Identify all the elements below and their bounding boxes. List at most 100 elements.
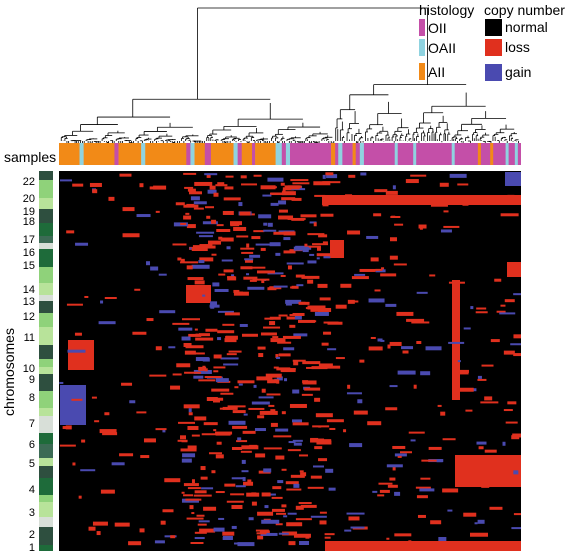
heatmap-cell bbox=[240, 450, 252, 453]
sample-cell bbox=[59, 143, 80, 165]
heatmap-cell bbox=[204, 368, 208, 372]
chromosome-label: 13 bbox=[23, 296, 35, 308]
heatmap-cell bbox=[360, 172, 367, 176]
legend-label-loss: loss bbox=[505, 39, 530, 55]
heatmap-cell bbox=[213, 192, 219, 197]
heatmap-cell bbox=[411, 321, 430, 324]
heatmap-cell bbox=[402, 350, 409, 354]
heatmap-cell bbox=[387, 344, 391, 349]
chromosome-band bbox=[39, 345, 53, 359]
heatmap-cell bbox=[374, 189, 388, 193]
heatmap-cell bbox=[243, 276, 258, 280]
heatmap-cell bbox=[311, 366, 328, 370]
heatmap-cell bbox=[178, 327, 193, 331]
heatmap-cell bbox=[513, 353, 521, 357]
heatmap-cell bbox=[416, 495, 428, 499]
heatmap-cell bbox=[238, 202, 243, 207]
heatmap-cell bbox=[260, 332, 277, 336]
heatmap-cell bbox=[191, 479, 195, 484]
heatmap-cell bbox=[292, 422, 309, 426]
heatmap-cell bbox=[351, 276, 369, 280]
heatmap-cell bbox=[282, 335, 301, 339]
heatmap-cell bbox=[237, 542, 255, 547]
heatmap-cell bbox=[253, 174, 262, 177]
heatmap-cell bbox=[313, 222, 317, 227]
heatmap-cell bbox=[401, 346, 414, 350]
heatmap-cell bbox=[326, 419, 344, 423]
heatmap-cell bbox=[185, 345, 204, 349]
heatmap-cell bbox=[415, 486, 431, 489]
heatmap-cell bbox=[214, 288, 229, 292]
heatmap-cell bbox=[194, 490, 207, 494]
heatmap-cell bbox=[253, 384, 257, 388]
heatmap-cell bbox=[280, 274, 286, 277]
chromosome-band bbox=[39, 180, 53, 198]
heatmap-cell bbox=[313, 181, 331, 186]
heatmap-cell bbox=[213, 527, 225, 532]
chromosome-band bbox=[39, 444, 53, 458]
heatmap-cell bbox=[210, 306, 215, 309]
heatmap-cell bbox=[272, 336, 279, 339]
heatmap-cell bbox=[349, 443, 363, 448]
chromosomes-axis-label: chromosomes bbox=[1, 328, 17, 416]
heatmap-cell bbox=[287, 185, 300, 190]
chromosome-band bbox=[39, 236, 53, 243]
heatmap-cell bbox=[469, 532, 488, 537]
heatmap-cell bbox=[224, 483, 236, 487]
heatmap-cell bbox=[234, 542, 241, 545]
heatmap-cell bbox=[417, 514, 426, 518]
legend-swatch-aii bbox=[419, 63, 425, 80]
chromosome-band bbox=[39, 267, 53, 283]
heatmap-cell bbox=[128, 541, 142, 546]
sample-cell bbox=[477, 143, 481, 165]
heatmap-cell bbox=[286, 488, 302, 491]
heatmap-cell bbox=[455, 455, 521, 487]
heatmap-cell bbox=[292, 439, 303, 442]
sample-cell bbox=[237, 143, 243, 165]
heatmap-cell bbox=[193, 375, 204, 379]
heatmap-cell bbox=[216, 228, 231, 232]
heatmap-cell bbox=[178, 421, 196, 424]
heatmap-cell bbox=[215, 454, 224, 459]
heatmap-background bbox=[59, 171, 521, 551]
heatmap-cell bbox=[322, 241, 328, 244]
heatmap-cell bbox=[183, 404, 200, 409]
heatmap-cell bbox=[239, 323, 248, 327]
heatmap-cell bbox=[108, 196, 115, 201]
chromosome-band bbox=[39, 283, 53, 295]
heatmap-cell bbox=[313, 465, 325, 468]
heatmap-cell bbox=[222, 323, 235, 326]
heatmap-cell bbox=[287, 512, 297, 515]
heatmap-cell bbox=[248, 407, 265, 410]
heatmap-cell bbox=[100, 489, 115, 494]
sample-cell bbox=[490, 143, 494, 165]
chromosome-band bbox=[39, 249, 53, 267]
heatmap-cell bbox=[176, 363, 191, 368]
heatmap-cell bbox=[211, 219, 217, 224]
heatmap-cell bbox=[267, 177, 284, 182]
legend-label-gain: gain bbox=[505, 64, 531, 80]
heatmap-cell bbox=[122, 233, 140, 238]
heatmap-cell bbox=[275, 428, 289, 432]
chromosome-band bbox=[39, 527, 53, 545]
heatmap-cell bbox=[183, 172, 197, 175]
heatmap-cell bbox=[272, 486, 282, 490]
heatmap-cell bbox=[288, 522, 295, 525]
heatmap-cell bbox=[305, 245, 321, 248]
heatmap-cell bbox=[484, 396, 493, 401]
heatmap-cell bbox=[261, 279, 265, 284]
heatmap-cell bbox=[186, 517, 204, 520]
chromosome-band bbox=[39, 433, 53, 444]
sample-cell bbox=[352, 143, 357, 165]
heatmap-cell bbox=[244, 258, 254, 261]
sample-cell bbox=[505, 143, 509, 165]
heatmap-cell bbox=[258, 214, 272, 219]
heatmap-cell bbox=[238, 383, 243, 386]
heatmap-cell bbox=[278, 215, 294, 220]
heatmap-cell bbox=[202, 294, 206, 297]
heatmap-cell bbox=[221, 259, 233, 262]
heatmap-cell bbox=[301, 275, 320, 279]
heatmap-cell bbox=[201, 433, 217, 436]
heatmap-cell bbox=[273, 231, 286, 235]
heatmap-cell bbox=[192, 245, 208, 249]
